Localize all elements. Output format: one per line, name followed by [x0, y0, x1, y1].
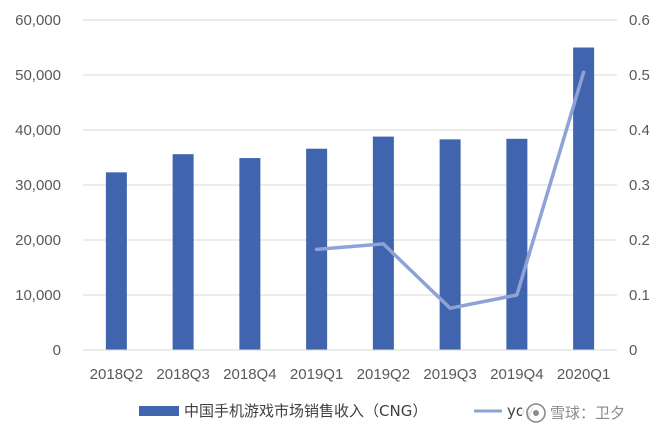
x-axis-tick-label: 2019Q1 — [290, 366, 343, 383]
x-axis-ticks: 2018Q2 2018Q3 2018Q4 2019Q1 2019Q2 2019Q3 2019… — [90, 366, 611, 383]
x-axis-tick-label: 2019Q4 — [490, 366, 543, 383]
right-axis-tick-label: 0.1 — [629, 287, 650, 304]
x-axis-tick-label: 2020Q1 — [557, 366, 610, 383]
legend-swatch-bar — [139, 406, 179, 416]
left-axis-tick-label: 40,000 — [15, 122, 61, 139]
watermark-text: 雪球：卫夕 — [550, 404, 625, 422]
left-axis-ticks: 0 10,000 20,000 30,000 40,000 50,000 60,000 — [15, 12, 61, 359]
bar — [172, 154, 194, 350]
bar — [439, 139, 461, 350]
legend: 中国手机游戏市场销售收入（CNG） yoy — [139, 402, 534, 420]
yoy-line — [314, 70, 586, 310]
x-axis-tick-label: 2018Q2 — [90, 366, 143, 383]
bar — [105, 172, 127, 350]
right-axis-tick-label: 0.3 — [629, 177, 650, 194]
left-axis-tick-label: 10,000 — [15, 287, 61, 304]
bar-series — [105, 47, 595, 350]
right-axis-ticks: 0 0.1 0.2 0.3 0.4 0.5 0.6 — [629, 12, 650, 359]
right-axis-tick-label: 0.4 — [629, 122, 650, 139]
bar — [239, 158, 261, 350]
left-axis-tick-label: 30,000 — [15, 177, 61, 194]
line-series — [314, 70, 586, 310]
right-axis-tick-label: 0.5 — [629, 67, 650, 84]
x-axis-tick-label: 2019Q2 — [357, 366, 410, 383]
x-axis-tick-label: 2019Q3 — [423, 366, 476, 383]
right-axis-tick-label: 0.6 — [629, 12, 650, 29]
gridlines — [83, 19, 617, 296]
x-axis-tick-label: 2018Q3 — [156, 366, 209, 383]
right-axis-tick-label: 0.2 — [629, 232, 650, 249]
legend-label-bar: 中国手机游戏市场销售收入（CNG） — [184, 402, 427, 420]
left-axis-tick-label: 60,000 — [15, 12, 61, 29]
left-axis-tick-label: 20,000 — [15, 232, 61, 249]
bar — [573, 47, 595, 350]
left-axis-tick-label: 50,000 — [15, 67, 61, 84]
bar — [506, 138, 528, 350]
snowball-logo-icon — [526, 403, 546, 423]
watermark: 雪球：卫夕 — [522, 398, 662, 428]
x-axis-tick-label: 2018Q4 — [223, 366, 276, 383]
left-axis-tick-label: 0 — [53, 342, 61, 359]
right-axis-tick-label: 0 — [629, 342, 637, 359]
